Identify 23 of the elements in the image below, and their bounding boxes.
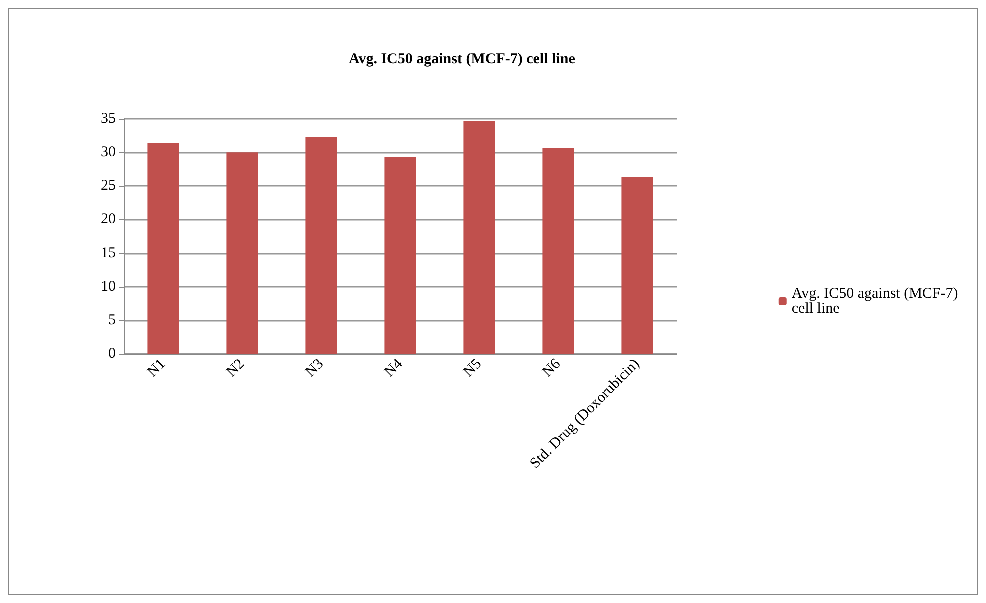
y-tick-label: 5 [108,312,116,328]
y-tick-label: 25 [101,178,116,194]
legend-label: Avg. IC50 against (MCF-7) cell line [792,286,962,317]
x-tick-label: N1 [144,356,170,381]
y-tick-label: 15 [101,245,116,262]
bar [622,177,654,354]
y-tick-label: 20 [101,212,116,228]
y-tick-label: 0 [108,346,116,362]
bar [148,143,180,354]
x-tick-label: N5 [460,356,486,381]
x-tick-label: N6 [540,356,565,381]
x-tick-label: N2 [224,356,248,381]
y-tick-label: 10 [101,278,116,295]
bar [306,137,338,354]
y-tick-label: 30 [101,144,116,161]
bar [226,152,258,354]
chart-title: Avg. IC50 against (MCF-7) cell line [349,52,576,68]
bar [464,121,496,354]
x-tick-label: N4 [382,356,407,381]
bar [384,157,416,354]
y-tick-label: 35 [101,111,116,127]
bar [542,148,574,354]
x-tick-label: N3 [302,356,328,381]
